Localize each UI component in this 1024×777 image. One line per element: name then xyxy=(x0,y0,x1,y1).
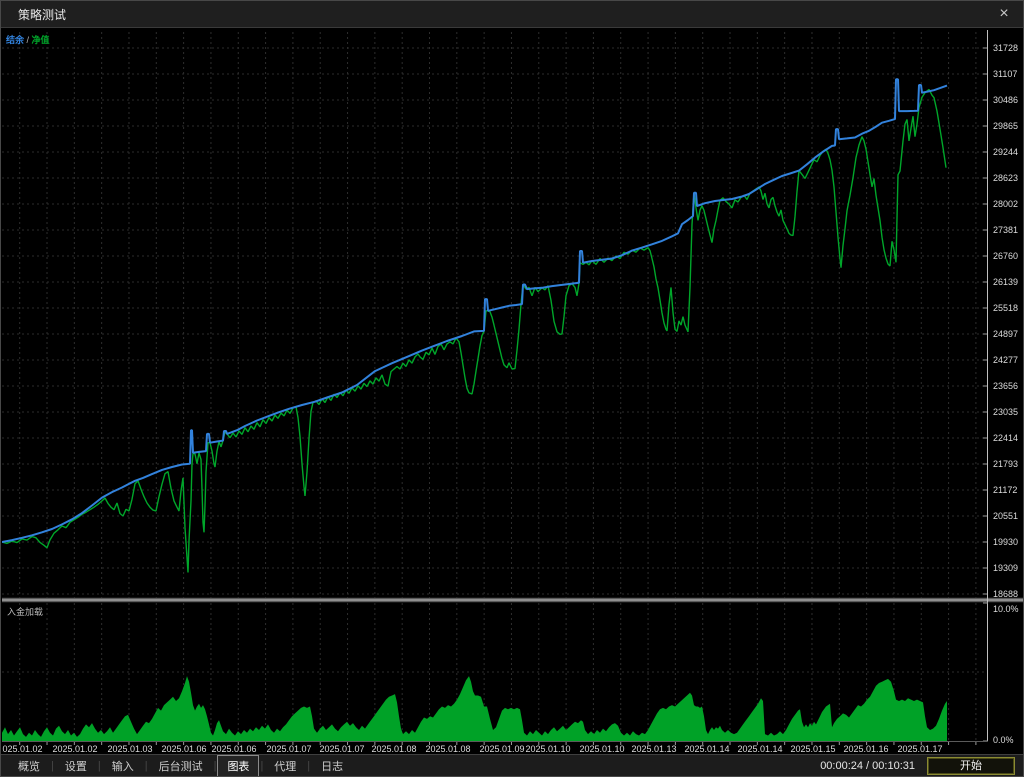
tab-separator: | xyxy=(51,759,54,772)
tab-separator: | xyxy=(144,759,148,772)
x-axis-label: 2025.01.14 xyxy=(684,744,729,754)
y-axis-label: 26760 xyxy=(993,251,1018,261)
legend-balance: 结余 xyxy=(6,35,25,45)
load-min-label: 0.0% xyxy=(993,735,1014,745)
y-axis-label: 29865 xyxy=(993,121,1018,131)
titlebar: 策略测试 × xyxy=(1,1,1023,28)
x-axis-label: 2025.01.15 xyxy=(790,744,835,754)
y-axis-label: 19930 xyxy=(993,537,1018,547)
tab-inputs[interactable]: 输入 xyxy=(111,760,134,773)
x-axis-label: 2025.01.14 xyxy=(737,744,782,754)
y-axis-label: 29244 xyxy=(993,147,1018,157)
y-axis-label: 26139 xyxy=(993,277,1018,287)
start-button[interactable]: 开始 xyxy=(927,756,1015,775)
load-max-label: 10.0% xyxy=(993,604,1019,614)
x-axis-label: 2025.01.13 xyxy=(631,744,676,754)
tab-separator: | xyxy=(307,759,311,772)
deposit-load-label: 入金加载 xyxy=(7,607,44,617)
y-axis-label: 25518 xyxy=(993,303,1018,313)
y-axis-label: 31728 xyxy=(993,43,1018,53)
y-axis-label: 18688 xyxy=(993,589,1018,599)
x-axis-label: 2025.01.03 xyxy=(107,744,152,754)
tab-separator: | xyxy=(97,759,101,772)
x-axis-label: 2025.01.08 xyxy=(425,744,470,754)
y-axis-label: 19309 xyxy=(993,563,1018,573)
tester-chart-area[interactable]: 31728 31107 30486 29865 29244 28623 28002 27381… xyxy=(2,29,1024,756)
y-axis-label: 20551 xyxy=(993,511,1018,521)
x-axis-label: 2025.01.07 xyxy=(266,744,311,754)
tab-chart[interactable]: 图表 xyxy=(217,754,260,776)
y-axis-label: 28623 xyxy=(993,173,1018,183)
y-axis-label: 23035 xyxy=(993,407,1018,417)
splitter-edge xyxy=(2,601,1023,603)
x-axis-label: 2025.01.10 xyxy=(525,744,570,754)
y-axis-label: 24277 xyxy=(993,355,1018,365)
x-axis-label: 2025.01.02 xyxy=(52,744,97,754)
x-axis-label: 2025.01.06 xyxy=(161,744,206,754)
x-axis-label: 2025.01.10 xyxy=(579,744,624,754)
tab-separator: | xyxy=(213,759,217,772)
balance-series xyxy=(2,78,948,543)
deposit-load-area xyxy=(2,676,947,741)
legend-separator: / xyxy=(24,35,32,45)
x-axis-label: 2025.01.09 xyxy=(479,744,524,754)
y-axis-label: 22414 xyxy=(993,433,1018,443)
splitter-edge xyxy=(2,597,1023,599)
status-area: 00:00:24 / 00:10:31 开始 xyxy=(820,755,1023,776)
tab-separator: | xyxy=(260,759,264,772)
y-axis-label: 31107 xyxy=(993,69,1017,79)
elapsed-time: 00:00:24 / 00:10:31 xyxy=(820,759,915,772)
tab-backtest[interactable]: 后台测试 xyxy=(158,760,203,773)
tab-list: 概览 | 设置 | 输入 | 后台测试 | 图表 | 代理 | 日志 xyxy=(1,754,354,776)
x-axis-label: 2025.01.16 xyxy=(843,744,888,754)
tab-agents[interactable]: 代理 xyxy=(274,760,297,773)
tab-journal[interactable]: 日志 xyxy=(321,760,344,773)
panel-splitter[interactable] xyxy=(2,598,1024,602)
y-axis-label: 21793 xyxy=(993,459,1018,469)
chart-legend: 结余 / 净值 xyxy=(6,33,50,46)
y-axis-label: 30486 xyxy=(993,95,1018,105)
chart-background xyxy=(2,29,1023,756)
tester-chart[interactable]: 31728 31107 30486 29865 29244 28623 28002 27381… xyxy=(2,29,1024,756)
x-axis-label: 2025.01.08 xyxy=(371,744,416,754)
bottom-tabbar: 概览 | 设置 | 输入 | 后台测试 | 图表 | 代理 | 日志 00:00:24 / 00:10:… xyxy=(1,754,1023,776)
close-icon: × xyxy=(999,5,1009,22)
window-title: 策略测试 xyxy=(18,7,67,22)
x-axis-label: 2025.01.17 xyxy=(897,744,942,754)
y-axis-label: 21172 xyxy=(993,485,1017,495)
close-button[interactable]: × xyxy=(991,3,1017,25)
x-axis-label: 2025.01.07 xyxy=(319,744,364,754)
x-axis-label: 2025.01.06 xyxy=(211,744,256,754)
x-axis-label: 2025.01.02 xyxy=(2,744,43,754)
legend-equity: 净值 xyxy=(31,35,50,45)
tab-overview[interactable]: 概览 xyxy=(18,760,40,773)
y-axis-label: 24897 xyxy=(993,329,1018,339)
y-axis-label: 27381 xyxy=(993,225,1018,235)
tab-settings[interactable]: 设置 xyxy=(64,760,87,773)
equity-series xyxy=(2,88,947,573)
y-axis-label: 23656 xyxy=(993,381,1018,391)
y-axis-label: 28002 xyxy=(993,199,1018,209)
